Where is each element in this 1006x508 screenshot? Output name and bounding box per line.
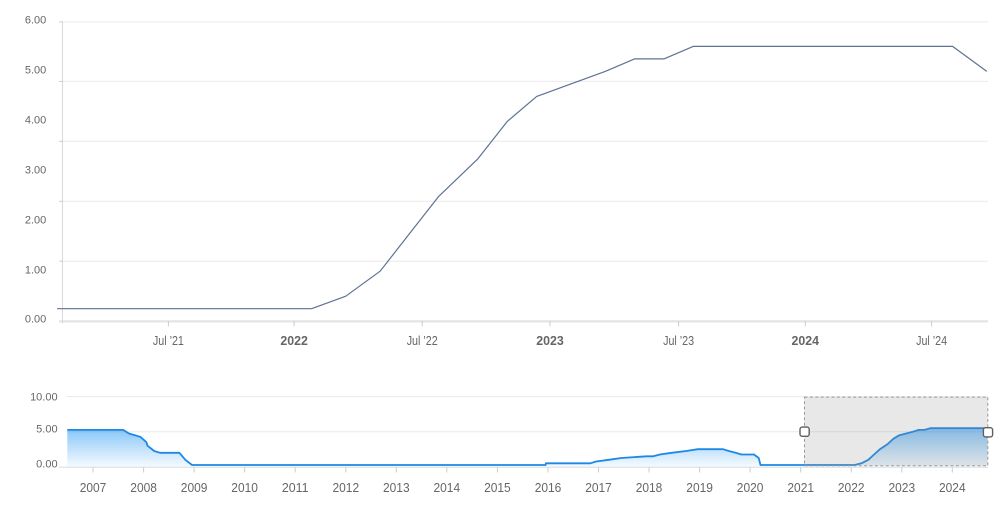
svg-text:2014: 2014 (434, 480, 461, 495)
svg-text:6.00: 6.00 (25, 15, 46, 27)
svg-text:2022: 2022 (838, 480, 865, 495)
svg-text:Jul ’21: Jul ’21 (153, 333, 184, 348)
svg-text:1.00: 1.00 (25, 265, 46, 277)
svg-text:2020: 2020 (737, 480, 764, 495)
svg-text:2017: 2017 (585, 480, 612, 495)
svg-text:Jul ’24: Jul ’24 (916, 333, 947, 348)
svg-text:2012: 2012 (333, 480, 360, 495)
svg-text:0.00: 0.00 (25, 313, 46, 325)
svg-text:2007: 2007 (80, 480, 107, 495)
svg-text:Jul ’23: Jul ’23 (663, 333, 694, 348)
svg-text:2021: 2021 (787, 480, 814, 495)
svg-text:2010: 2010 (231, 480, 258, 495)
svg-text:2018: 2018 (636, 480, 663, 495)
svg-text:2.00: 2.00 (25, 215, 46, 227)
svg-text:2019: 2019 (686, 480, 713, 495)
svg-text:2015: 2015 (484, 480, 511, 495)
svg-text:2023: 2023 (889, 480, 916, 495)
svg-text:Jul ’22: Jul ’22 (407, 333, 438, 348)
svg-text:5.00: 5.00 (25, 65, 46, 77)
svg-text:3.00: 3.00 (25, 165, 46, 177)
svg-text:2024: 2024 (939, 480, 966, 495)
svg-text:2016: 2016 (535, 480, 562, 495)
svg-text:10.00: 10.00 (30, 391, 58, 403)
svg-text:2008: 2008 (130, 480, 157, 495)
svg-text:4.00: 4.00 (25, 115, 46, 127)
svg-text:5.00: 5.00 (36, 424, 57, 436)
svg-text:2022: 2022 (280, 333, 308, 348)
svg-text:2013: 2013 (383, 480, 410, 495)
svg-text:0.00: 0.00 (36, 458, 57, 470)
svg-text:2024: 2024 (792, 333, 820, 348)
svg-text:2011: 2011 (282, 480, 309, 495)
svg-text:2009: 2009 (181, 480, 208, 495)
svg-text:2023: 2023 (536, 333, 564, 348)
